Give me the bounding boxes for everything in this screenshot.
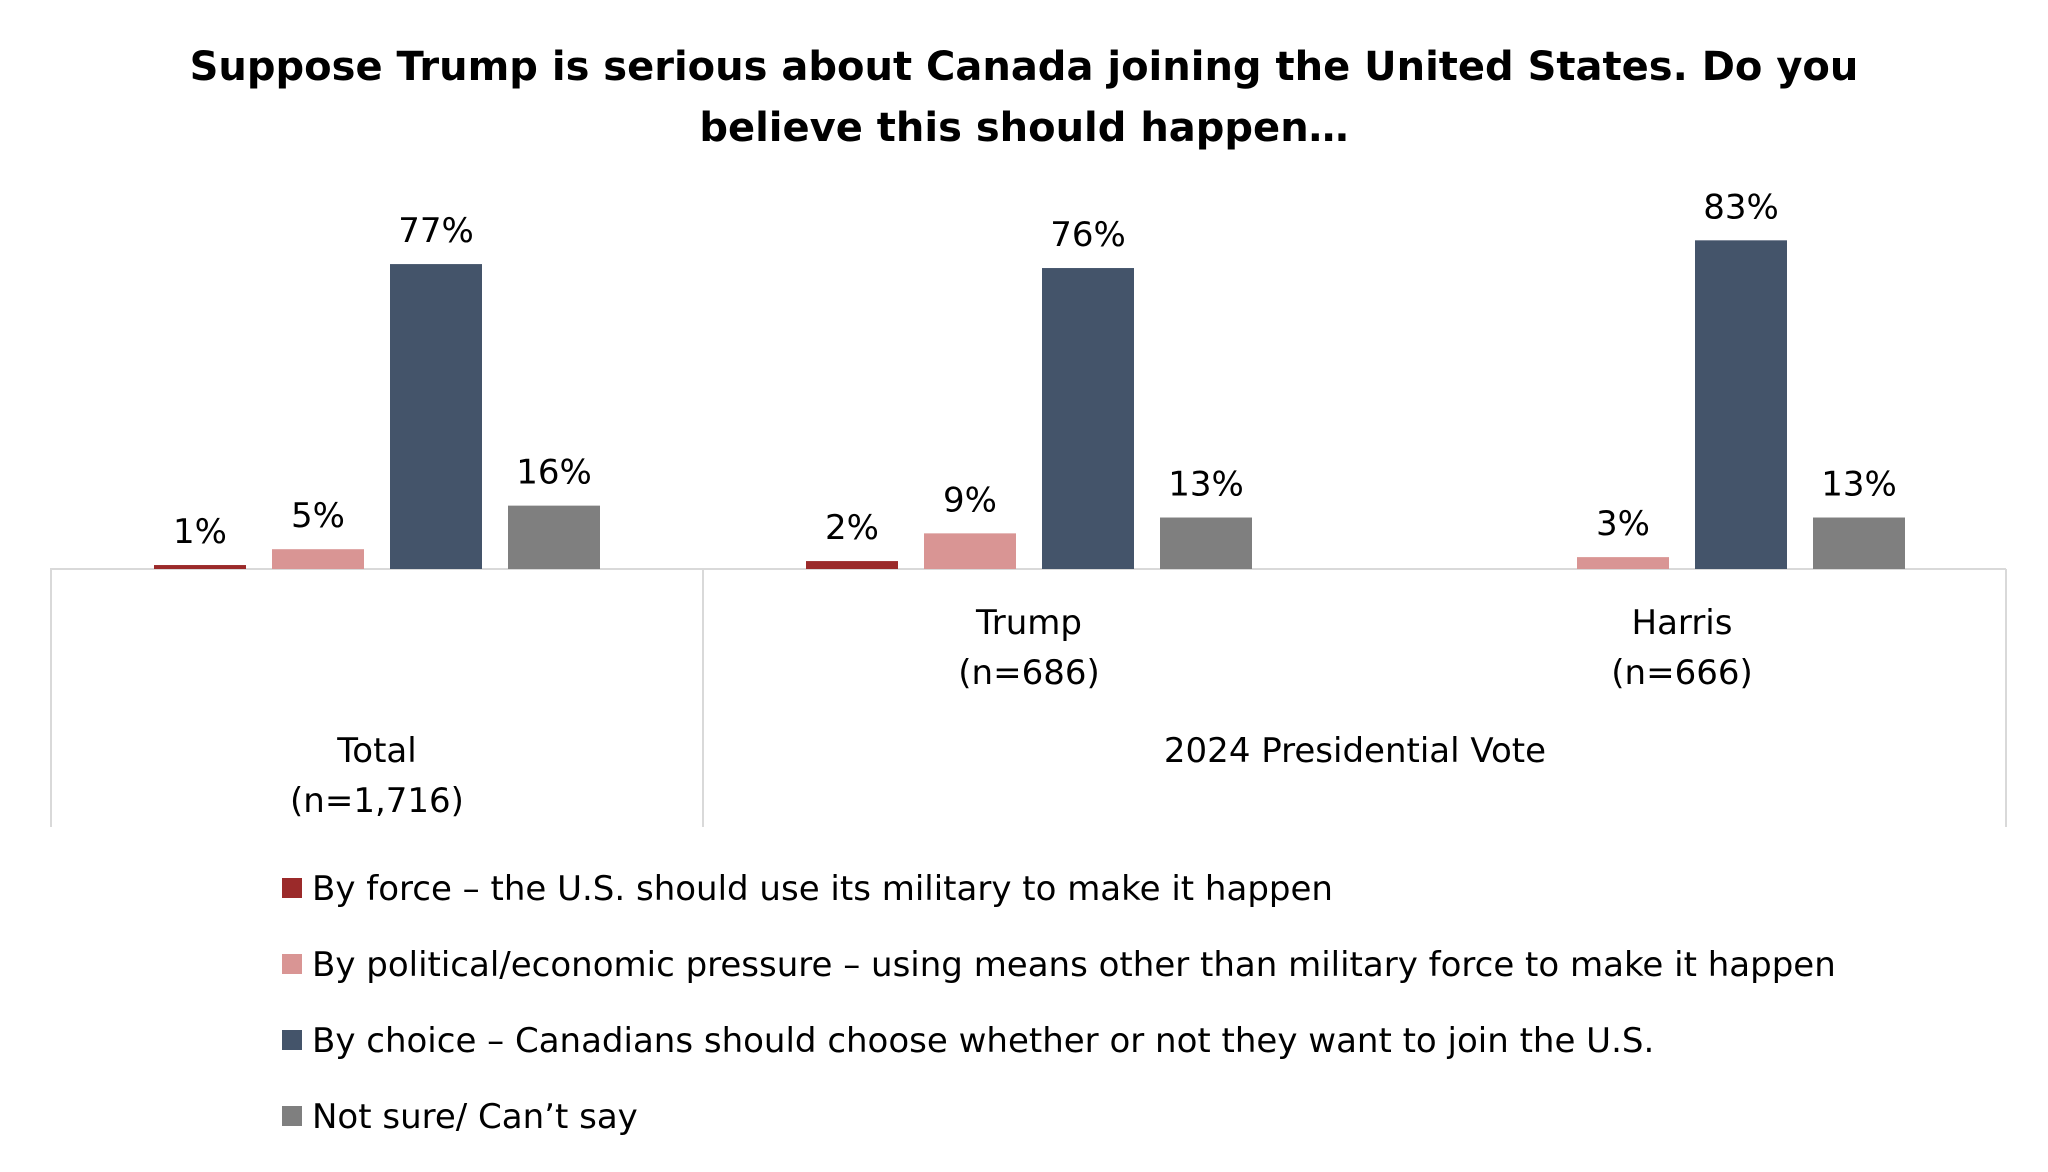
legend-label: By choice – Canadians should choose whet… xyxy=(312,1021,1654,1061)
legend-label: By force – the U.S. should use its milit… xyxy=(312,869,1333,909)
legend-swatch xyxy=(282,954,302,974)
bar xyxy=(1577,557,1669,569)
data-label: 13% xyxy=(1821,465,1897,505)
group-label: 2024 Presidential Vote xyxy=(1164,731,1546,771)
bar xyxy=(1695,240,1787,569)
chart-title-line-2: believe this should happen… xyxy=(699,105,1348,151)
category-label: Total xyxy=(336,731,416,771)
chart-title-line-1: Suppose Trump is serious about Canada jo… xyxy=(190,44,1859,90)
bar xyxy=(154,565,246,569)
legend-swatch xyxy=(282,878,302,898)
legend: By force – the U.S. should use its milit… xyxy=(282,869,1836,1137)
bar xyxy=(1813,517,1905,569)
data-label: 1% xyxy=(173,512,227,552)
data-label: 2% xyxy=(825,508,879,548)
bar xyxy=(924,533,1016,569)
legend-label: Not sure/ Can’t say xyxy=(312,1097,638,1137)
data-label: 5% xyxy=(291,496,345,536)
category-sample-size: (n=686) xyxy=(958,653,1099,693)
data-label: 9% xyxy=(943,480,997,520)
data-label: 76% xyxy=(1050,215,1126,255)
data-label: 13% xyxy=(1168,465,1244,505)
bar xyxy=(272,549,364,569)
data-label: 77% xyxy=(398,211,474,251)
category-sample-size: (n=1,716) xyxy=(290,781,464,821)
data-label: 83% xyxy=(1703,187,1779,227)
category-axis-frame xyxy=(50,568,2007,827)
data-label: 16% xyxy=(516,453,592,493)
category-label: Harris xyxy=(1632,603,1733,643)
data-label: 3% xyxy=(1596,504,1650,544)
bar xyxy=(508,505,600,569)
bar xyxy=(1042,268,1134,569)
legend-swatch xyxy=(282,1030,302,1050)
bar xyxy=(390,264,482,569)
legend-label: By political/economic pressure – using m… xyxy=(312,945,1836,985)
category-label: Trump xyxy=(975,603,1082,643)
bar xyxy=(1160,517,1252,569)
legend-swatch xyxy=(282,1106,302,1126)
bar xyxy=(806,561,898,569)
category-sample-size: (n=666) xyxy=(1611,653,1752,693)
